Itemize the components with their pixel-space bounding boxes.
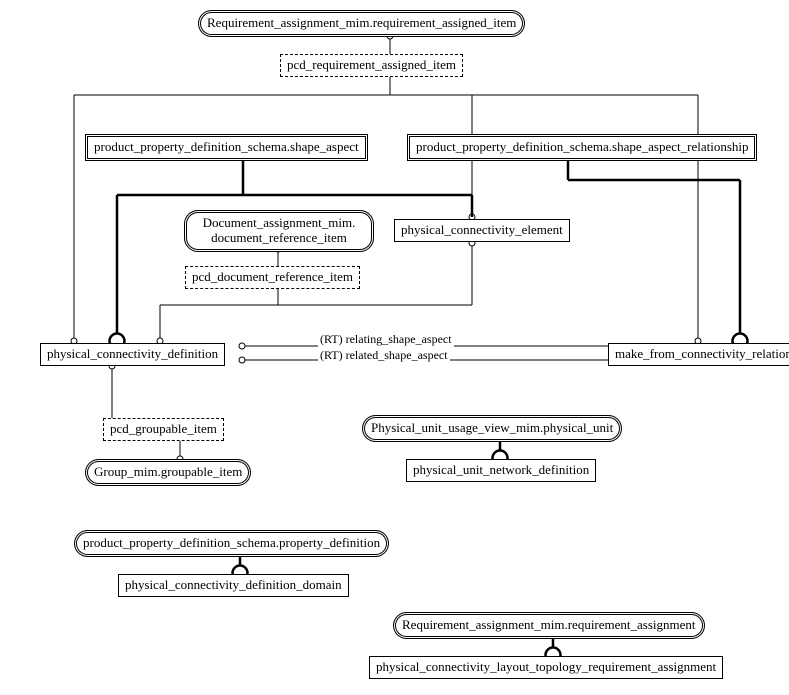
- label: Requirement_assignment_mim.requirement_a…: [207, 15, 516, 30]
- label: pcd_groupable_item: [110, 421, 217, 436]
- label: Requirement_assignment_mim.requirement_a…: [402, 617, 696, 632]
- label-line2: document_reference_item: [211, 230, 347, 245]
- node-groupable-item: Group_mim.groupable_item: [85, 459, 251, 486]
- node-requirement-assignment: Requirement_assignment_mim.requirement_a…: [393, 612, 705, 639]
- node-pcd-document-reference-item: pcd_document_reference_item: [185, 266, 360, 289]
- label: pcd_requirement_assigned_item: [287, 57, 456, 72]
- node-physical-connectivity-element: physical_connectivity_element: [394, 219, 570, 242]
- label: product_property_definition_schema.shape…: [416, 139, 748, 154]
- label: physical_connectivity_definition_domain: [125, 577, 342, 592]
- label: physical_connectivity_layout_topology_re…: [376, 659, 716, 674]
- node-physical-unit-network-definition: physical_unit_network_definition: [406, 459, 596, 482]
- node-document-reference-item: Document_assignment_mim. document_refere…: [184, 210, 374, 252]
- node-physical-connectivity-layout-topology-requirement-assignment: physical_connectivity_layout_topology_re…: [369, 656, 723, 679]
- node-physical-connectivity-definition-domain: physical_connectivity_definition_domain: [118, 574, 349, 597]
- label: pcd_document_reference_item: [192, 269, 353, 284]
- node-requirement-assigned-item: Requirement_assignment_mim.requirement_a…: [198, 10, 525, 37]
- node-pcd-requirement-assigned-item: pcd_requirement_assigned_item: [280, 54, 463, 77]
- label: product_property_definition_schema.shape…: [94, 139, 359, 154]
- node-shape-aspect-relationship: product_property_definition_schema.shape…: [407, 134, 757, 161]
- label-line1: Document_assignment_mim.: [203, 215, 356, 230]
- label: make_from_connectivity_relationship: [615, 346, 789, 361]
- label: physical_connectivity_element: [401, 222, 563, 237]
- node-make-from-connectivity-relationship: make_from_connectivity_relationship: [608, 343, 789, 366]
- label: physical_unit_network_definition: [413, 462, 589, 477]
- edge-label-related-shape-aspect: (RT) related_shape_aspect: [318, 348, 450, 363]
- label: product_property_definition_schema.prope…: [83, 535, 380, 550]
- node-physical-unit: Physical_unit_usage_view_mim.physical_un…: [362, 415, 622, 442]
- node-shape-aspect: product_property_definition_schema.shape…: [85, 134, 368, 161]
- node-pcd-groupable-item: pcd_groupable_item: [103, 418, 224, 441]
- label: Physical_unit_usage_view_mim.physical_un…: [371, 420, 613, 435]
- express-g-diagram: Requirement_assignment_mim.requirement_a…: [0, 0, 789, 695]
- label: physical_connectivity_definition: [47, 346, 218, 361]
- node-property-definition: product_property_definition_schema.prope…: [74, 530, 389, 557]
- node-physical-connectivity-definition: physical_connectivity_definition: [40, 343, 225, 366]
- label: Group_mim.groupable_item: [94, 464, 242, 479]
- edge-label-relating-shape-aspect: (RT) relating_shape_aspect: [318, 332, 454, 347]
